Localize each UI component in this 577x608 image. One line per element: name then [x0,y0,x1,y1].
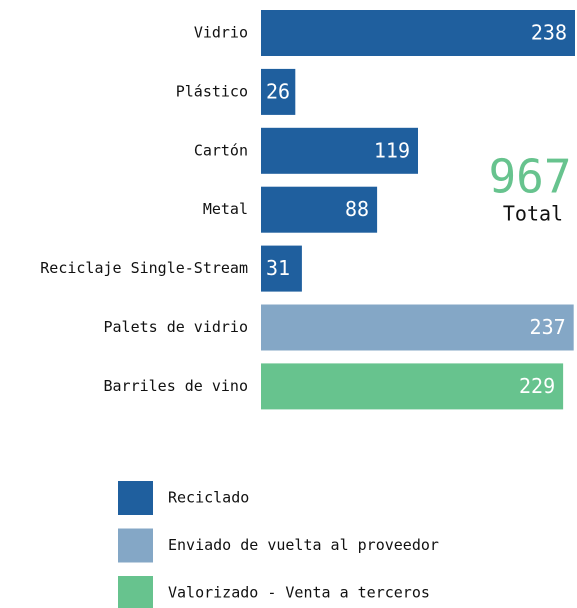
value-label: 119 [374,138,410,162]
total-label: Total [503,202,563,226]
bar [261,68,296,115]
value-label: 31 [266,256,290,280]
value-label: 88 [345,197,369,221]
legend-label: Reciclado [168,489,249,507]
bar [261,186,378,233]
bar [261,363,564,410]
bar [261,127,418,174]
category-label: Metal [203,200,248,218]
value-label: 237 [530,315,566,339]
legend-swatch [118,528,153,563]
legend-label: Valorizado - Venta a terceros [168,584,430,602]
legend-swatch [118,481,153,515]
bar [261,10,575,56]
category-label: Vidrio [194,24,248,42]
bar [261,304,574,351]
category-label: Plástico [176,82,248,100]
category-label: Barriles de vino [104,377,249,395]
category-label: Cartón [194,141,248,159]
value-label: 26 [266,79,290,103]
value-label: 238 [531,21,567,45]
legend-swatch [118,576,153,608]
category-label: Reciclaje Single-Stream [40,259,248,277]
category-label: Palets de vidrio [104,318,249,336]
value-label: 229 [519,374,555,398]
bar [261,245,302,292]
legend-label: Enviado de vuelta al proveedor [168,536,439,554]
total-value: 967 [488,150,571,204]
